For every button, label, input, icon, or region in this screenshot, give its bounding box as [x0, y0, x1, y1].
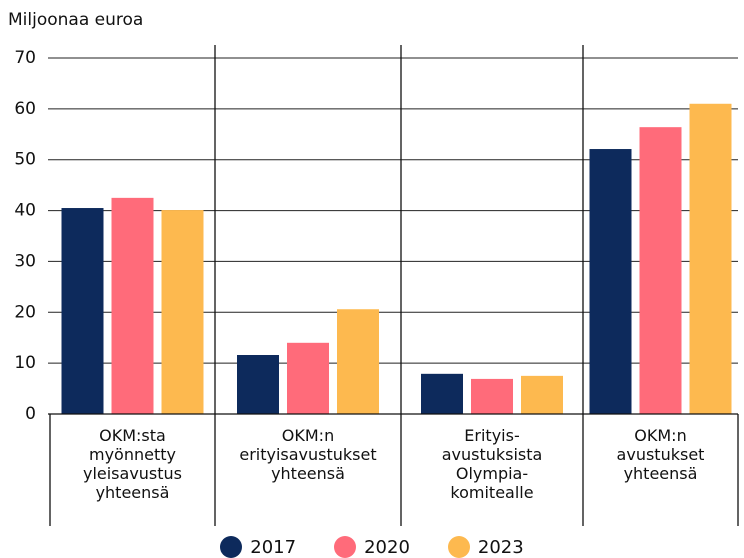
y-axis-label: Miljoonaa euroa — [8, 10, 143, 30]
y-tick-label: 30 — [14, 251, 36, 271]
x-tick-label: OKM:n avustukset yhteensä — [616, 426, 705, 483]
legend-swatch — [334, 536, 357, 558]
legend-item: 2017 — [220, 536, 296, 558]
y-tick-label: 10 — [14, 353, 36, 373]
x-tick-label: OKM:sta myönnetty yleisavustus yhteensä — [82, 426, 183, 502]
y-tick-label: 40 — [14, 201, 36, 221]
bar — [237, 355, 279, 414]
bar — [287, 342, 329, 414]
y-tick-label: 0 — [25, 404, 36, 424]
x-tick-label: Erityis- avustuksista Olympia- komiteall… — [441, 426, 543, 502]
legend: 2017 2020 2023 — [0, 536, 744, 558]
bar — [61, 208, 104, 414]
bar — [337, 309, 379, 414]
y-tick-label: 20 — [14, 302, 36, 322]
bar — [589, 149, 632, 414]
legend-label: 2020 — [364, 536, 410, 558]
y-tick-label: 70 — [14, 48, 36, 68]
bar — [521, 375, 563, 414]
bar — [161, 210, 204, 414]
legend-item: 2020 — [334, 536, 410, 558]
legend-swatch — [447, 536, 470, 558]
legend-label: 2017 — [250, 536, 297, 558]
bar — [639, 127, 682, 414]
bar — [471, 378, 513, 414]
x-tick-label: OKM:n erityisavustukset yhteensä — [239, 426, 377, 483]
bar — [421, 373, 463, 414]
legend-swatch — [220, 536, 243, 558]
y-tick-label: 50 — [14, 150, 36, 170]
bar — [689, 103, 732, 415]
legend-label: 2023 — [477, 536, 524, 558]
legend-item: 2023 — [447, 536, 524, 558]
y-tick-label: 60 — [14, 99, 36, 119]
bar — [111, 197, 154, 414]
